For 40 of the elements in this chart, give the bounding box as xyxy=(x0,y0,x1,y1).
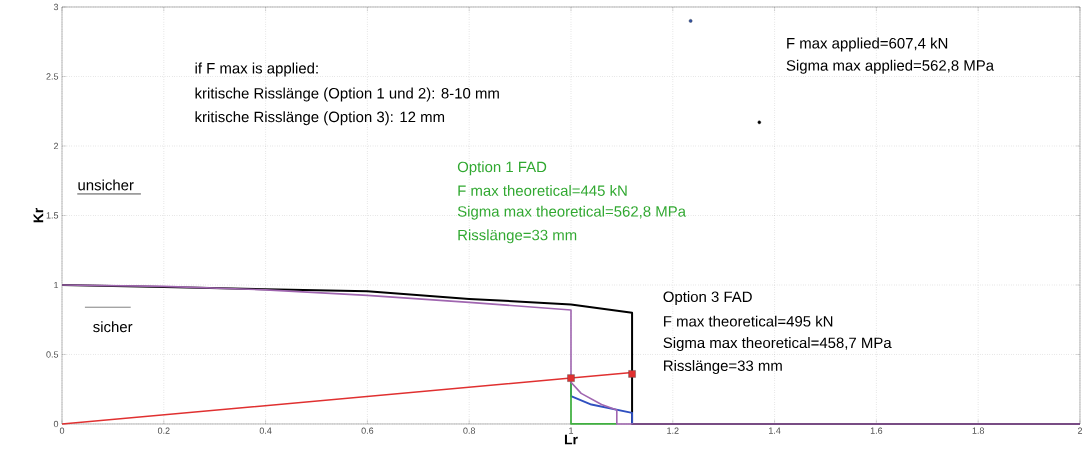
annotation: Option 1 FAD xyxy=(457,161,547,176)
annotation: Risslänge=33 mm xyxy=(458,229,577,244)
y-axis-title: Kr xyxy=(33,207,44,223)
annotation: sicher xyxy=(93,321,133,333)
point xyxy=(757,120,762,125)
annotation: Risslänge=33 mm xyxy=(664,360,782,374)
annotation: kritische Risslänge (Option 3): 12 mm xyxy=(195,111,445,126)
y-tick-label: 2.5 xyxy=(46,73,59,80)
point xyxy=(688,19,693,23)
x-tick-label: 0.8 xyxy=(463,427,476,434)
line-series xyxy=(61,283,1081,425)
x-tick-label: 0 xyxy=(59,427,65,434)
annotation: Sigma max applied=562,8 MPa xyxy=(786,59,995,74)
x-axis-title: Lr xyxy=(564,434,578,445)
annotation: if F max is applied: xyxy=(195,62,318,77)
annotation: unsicher xyxy=(78,179,134,191)
x-tick-label: 0.4 xyxy=(259,427,272,434)
annotation: F max theoretical=495 kN xyxy=(664,315,833,327)
annotation: F max applied=607,4 kN xyxy=(787,37,948,52)
y-tick-label: 2 xyxy=(53,142,59,150)
x-tick-label: 1.2 xyxy=(667,427,679,434)
annotation: Sigma max theoretical=458,7 MPa xyxy=(663,337,892,352)
x-tick-label: 1 xyxy=(569,427,574,434)
y-tick-label: 3 xyxy=(53,3,59,11)
y-tick-label: 0.5 xyxy=(46,351,59,358)
x-tick-label: 1.4 xyxy=(769,427,781,434)
y-tick-label: 0 xyxy=(53,420,59,428)
annotation: F max theoretical=445 kN xyxy=(458,184,627,196)
annotation: Option 3 FAD xyxy=(663,291,752,306)
annotation: kritische Risslänge (Option 1 und 2): 8-10 mm xyxy=(195,87,499,102)
x-tick-label: 1.6 xyxy=(870,427,883,434)
point xyxy=(567,374,575,382)
x-tick-label: 2 xyxy=(1077,427,1083,434)
x-tick-label: 0.2 xyxy=(157,427,170,434)
y-tick-label: 1.5 xyxy=(46,212,59,219)
x-tick-label: 0.6 xyxy=(361,427,374,434)
point xyxy=(628,370,636,378)
y-tick-label: 1 xyxy=(54,281,59,289)
annotation: Sigma max theoretical=562,8 MPa xyxy=(457,205,686,220)
x-tick-label: 1.8 xyxy=(972,427,985,434)
